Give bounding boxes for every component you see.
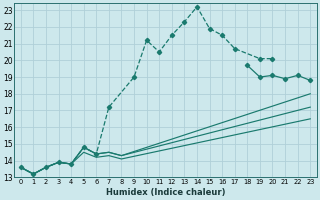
- X-axis label: Humidex (Indice chaleur): Humidex (Indice chaleur): [106, 188, 225, 197]
